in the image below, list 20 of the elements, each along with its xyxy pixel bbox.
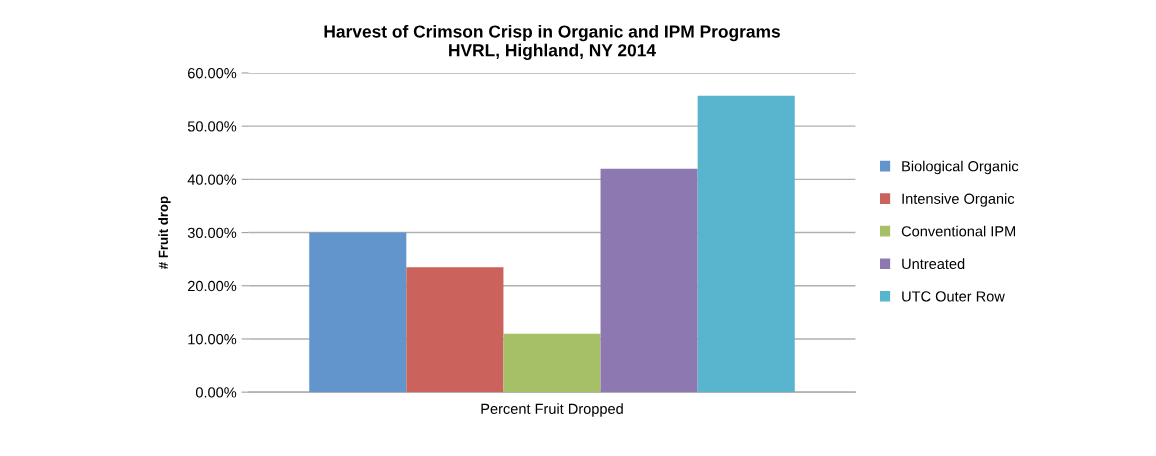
y-tick-label: 30.00%: [187, 227, 237, 238]
legend-label: Intensive Organic: [902, 193, 1015, 207]
y-tick-label: 0.00%: [195, 387, 237, 398]
bar: [600, 168, 698, 393]
y-tick-label: 40.00%: [187, 174, 237, 185]
legend-label: Untreated: [902, 258, 965, 270]
legend-label: Biological Organic: [902, 160, 1019, 175]
y-tick-label: 50.00%: [187, 121, 237, 132]
x-tick-label: Percent Fruit Dropped: [481, 403, 623, 417]
y-tick-label: 10.00%: [188, 334, 237, 345]
y-axis-title: # Fruit drop: [158, 196, 171, 269]
bar: [503, 333, 601, 393]
chart-title: Harvest of Crimson Crisp in Organic and IPM Programs HVRL, Highland, NY 2014: [324, 24, 780, 60]
y-tick-label: 60.00%: [188, 68, 237, 79]
bar: [406, 267, 504, 393]
legend-label: UTC Outer Row: [902, 291, 1005, 302]
legend-label: Conventional IPM: [901, 225, 1016, 237]
bar: [309, 232, 407, 393]
y-tick-label: 20.00%: [188, 280, 237, 292]
bar: [697, 95, 795, 393]
